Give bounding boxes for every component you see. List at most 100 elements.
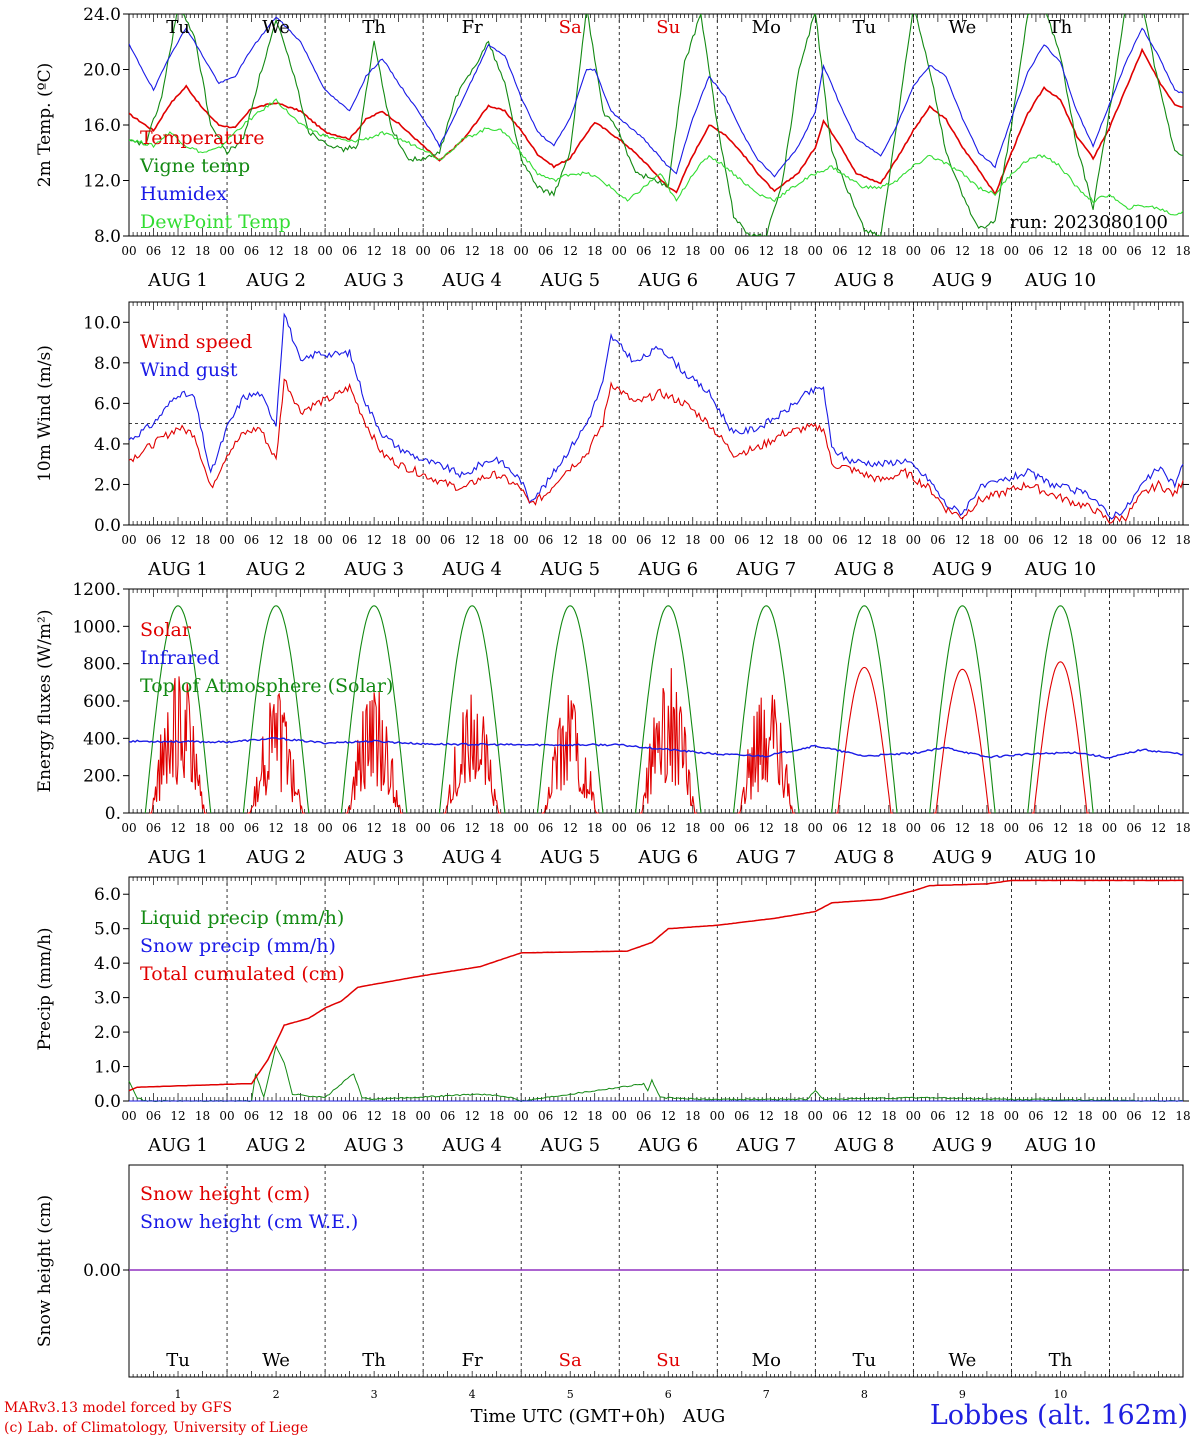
x-date-label: AUG 6 xyxy=(637,270,698,291)
date-number-label: 3 xyxy=(371,1388,378,1401)
x-hour-label: 00 xyxy=(121,1109,136,1123)
toa-solar-curve xyxy=(536,605,604,814)
x-hour-label: 06 xyxy=(1028,821,1043,835)
x-hour-label: 00 xyxy=(906,821,921,835)
x-hour-label: 00 xyxy=(121,533,136,547)
x-hour-label: 18 xyxy=(195,533,210,547)
y-tick-label: 600. xyxy=(83,692,121,712)
x-hour-label: 00 xyxy=(514,244,529,258)
x-hour-label: 18 xyxy=(979,244,994,258)
x-hour-label: 12 xyxy=(563,821,578,835)
x-hour-label: 00 xyxy=(317,533,332,547)
x-hour-label: 00 xyxy=(808,244,823,258)
day-name-label: We xyxy=(949,17,977,38)
x-hour-label: 12 xyxy=(563,533,578,547)
x-hour-label: 06 xyxy=(244,1109,259,1123)
x-hour-label: 18 xyxy=(391,533,406,547)
x-hour-label: 00 xyxy=(906,1109,921,1123)
x-hour-label: 06 xyxy=(832,533,847,547)
day-name-label: Su xyxy=(656,17,680,38)
x-hour-label: 12 xyxy=(955,533,970,547)
x-hour-label: 18 xyxy=(391,821,406,835)
legend-entry: Infrared xyxy=(140,647,220,669)
toa-solar-curve xyxy=(733,605,800,814)
solar-curve xyxy=(345,691,403,814)
y-tick-label: 1200. xyxy=(72,580,121,600)
x-hour-label: 18 xyxy=(1175,821,1190,835)
x-date-label: AUG 2 xyxy=(245,847,306,868)
x-date-label: AUG 4 xyxy=(441,847,502,868)
x-hour-label: 18 xyxy=(587,244,602,258)
x-date-label: AUG 8 xyxy=(833,847,894,868)
x-hour-label: 00 xyxy=(514,533,529,547)
x-date-label: AUG 1 xyxy=(147,1135,208,1156)
x-date-label: AUG 10 xyxy=(1024,847,1096,868)
x-hour-label: 06 xyxy=(832,244,847,258)
x-hour-label: 12 xyxy=(759,533,774,547)
day-name-label: We xyxy=(262,17,290,38)
y-tick-label: 400. xyxy=(83,729,121,749)
series-lightgreen-line xyxy=(129,98,1183,216)
y-tick-label: 0.0 xyxy=(94,516,121,536)
x-hour-label: 12 xyxy=(857,533,872,547)
x-date-label: AUG 2 xyxy=(245,270,306,291)
x-hour-label: 06 xyxy=(538,533,553,547)
date-number-label: 6 xyxy=(665,1388,672,1401)
x-hour-label: 12 xyxy=(1053,1109,1068,1123)
y-tick-label: 200. xyxy=(83,767,121,787)
x-hour-label: 00 xyxy=(710,1109,725,1123)
x-hour-label: 06 xyxy=(734,1109,749,1123)
day-name-label: Sa xyxy=(559,17,582,38)
x-hour-label: 18 xyxy=(979,533,994,547)
x-hour-label: 00 xyxy=(317,244,332,258)
panel-frame-1 xyxy=(128,13,1184,237)
x-hour-label: 06 xyxy=(832,821,847,835)
x-date-label: AUG 10 xyxy=(1024,270,1096,291)
x-hour-label: 00 xyxy=(219,1109,234,1123)
x-hour-label: 06 xyxy=(930,244,945,258)
x-date-label: AUG 4 xyxy=(441,1135,502,1156)
x-hour-label: 06 xyxy=(1028,1109,1043,1123)
x-hour-label: 18 xyxy=(1175,1109,1190,1123)
x-hour-label: 00 xyxy=(219,244,234,258)
x-date-label: AUG 1 xyxy=(147,559,208,580)
x-hour-label: 18 xyxy=(391,1109,406,1123)
x-hour-label: 18 xyxy=(685,533,700,547)
legend-entry: Temperature xyxy=(140,127,264,149)
legend-entry: Liquid precip (mm/h) xyxy=(140,907,344,929)
x-hour-label: 00 xyxy=(1102,1109,1117,1123)
day-name-label: Su xyxy=(656,1350,680,1371)
panel-frame-2 xyxy=(128,301,1184,526)
x-hour-label: 00 xyxy=(808,533,823,547)
solar-curve xyxy=(247,692,305,814)
legend-entry: DewPoint Temp xyxy=(140,211,291,233)
y-tick-label: 800. xyxy=(83,655,121,675)
day-name-label: Tu xyxy=(853,17,877,38)
x-hour-label: 18 xyxy=(489,1109,504,1123)
x-hour-label: 06 xyxy=(930,1109,945,1123)
x-hour-label: 06 xyxy=(1126,1109,1141,1123)
x-date-label: AUG 5 xyxy=(539,270,600,291)
x-hour-label: 00 xyxy=(1004,533,1019,547)
y-tick-label: 12.0 xyxy=(83,172,121,192)
x-hour-label: 18 xyxy=(293,244,308,258)
x-hour-label: 00 xyxy=(121,244,136,258)
y-tick-label: 24.0 xyxy=(83,5,121,25)
toa-solar-curve xyxy=(831,605,898,814)
solar-curve xyxy=(1031,661,1089,814)
toa-solar-curve xyxy=(929,605,996,814)
x-hour-label: 18 xyxy=(881,244,896,258)
x-date-label: AUG 5 xyxy=(539,559,600,580)
x-date-label: AUG 9 xyxy=(932,847,993,868)
series-red-line xyxy=(128,378,1184,524)
day-name-label: Th xyxy=(362,1350,386,1371)
solar-curve xyxy=(835,666,893,814)
x-date-label: AUG 7 xyxy=(735,1135,796,1156)
x-hour-label: 00 xyxy=(1004,1109,1019,1123)
y-tick-label: 2.0 xyxy=(94,475,121,495)
x-hour-label: 00 xyxy=(219,533,234,547)
y-tick-label: 8.0 xyxy=(94,227,121,247)
x-hour-label: 18 xyxy=(881,533,896,547)
x-hour-label: 00 xyxy=(415,1109,430,1123)
